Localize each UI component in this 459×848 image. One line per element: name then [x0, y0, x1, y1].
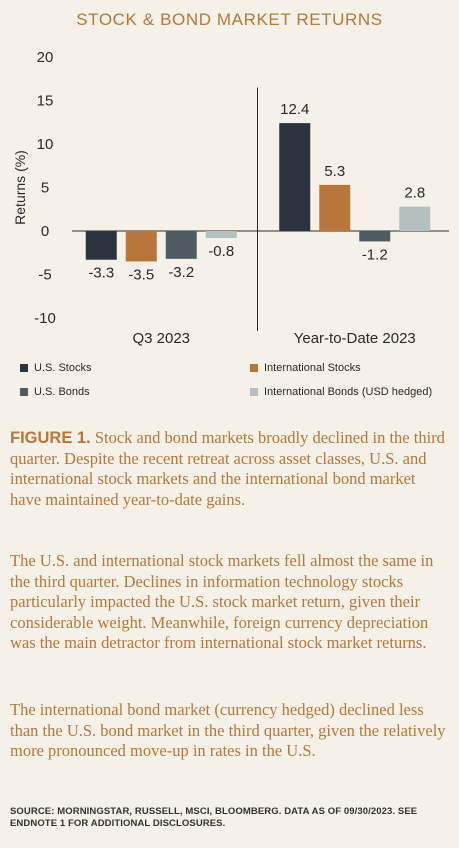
- legend-swatch: [20, 364, 28, 372]
- y-tick-label: 5: [41, 180, 49, 197]
- data-label: 2.8: [404, 185, 425, 202]
- legend-swatch: [250, 388, 258, 396]
- data-label: 5.3: [324, 163, 345, 180]
- bar: [359, 231, 391, 242]
- chart-title: STOCK & BOND MARKET RETURNS: [76, 10, 383, 29]
- legend-swatch: [250, 364, 258, 372]
- figure-caption: FIGURE 1. Stock and bond markets broadly…: [10, 428, 450, 510]
- legend-item: International Bonds (USD hedged): [250, 386, 432, 398]
- legend-label: International Stocks: [264, 362, 361, 374]
- body-paragraph-1: The U.S. and international stock markets…: [10, 551, 434, 652]
- data-label: -0.8: [208, 243, 234, 260]
- y-tick-label: -5: [38, 267, 51, 284]
- figure-label: FIGURE 1.: [10, 429, 91, 447]
- legend-swatch: [20, 388, 28, 396]
- category-label: Q3 2023: [132, 330, 190, 347]
- legend-label: U.S. Stocks: [34, 362, 92, 374]
- y-axis-label: Returns (%): [12, 150, 28, 225]
- legend-item: U.S. Stocks: [20, 362, 91, 374]
- data-label: -1.2: [362, 246, 388, 263]
- bar: [279, 123, 311, 231]
- y-tick-label: 0: [41, 223, 49, 240]
- bar: [85, 231, 117, 260]
- category-label: Year-to-Date 2023: [294, 330, 416, 347]
- y-tick-label: 15: [37, 93, 54, 110]
- bar: [399, 206, 431, 231]
- bar: [205, 231, 237, 238]
- legend-label: International Bonds (USD hedged): [264, 386, 433, 398]
- data-label: -3.3: [88, 265, 114, 282]
- data-label: 12.4: [280, 101, 309, 118]
- bar: [125, 231, 157, 262]
- body-paragraph-2: The international bond market (currency …: [10, 700, 446, 760]
- y-tick-label: 10: [37, 136, 54, 153]
- bar: [319, 184, 351, 231]
- bar-chart: 20 15 10 5 0 -5 -10 Returns (%) -3.3 -3.5 -3.2 -0.8…: [12, 49, 449, 347]
- legend-item: U.S. Bonds: [20, 386, 90, 398]
- bar: [165, 231, 197, 259]
- y-tick-label: 20: [37, 49, 54, 66]
- source-note: SOURCE: MORNINGSTAR, RUSSELL, MSCI, BLOO…: [10, 806, 418, 829]
- y-tick-label: -10: [34, 310, 56, 327]
- legend-label: U.S. Bonds: [34, 386, 90, 398]
- figure-caption-text: Stock and bond markets broadly declined …: [10, 428, 445, 509]
- legend-item: International Stocks: [250, 362, 361, 374]
- data-label: -3.2: [168, 264, 194, 281]
- data-label: -3.5: [128, 266, 154, 283]
